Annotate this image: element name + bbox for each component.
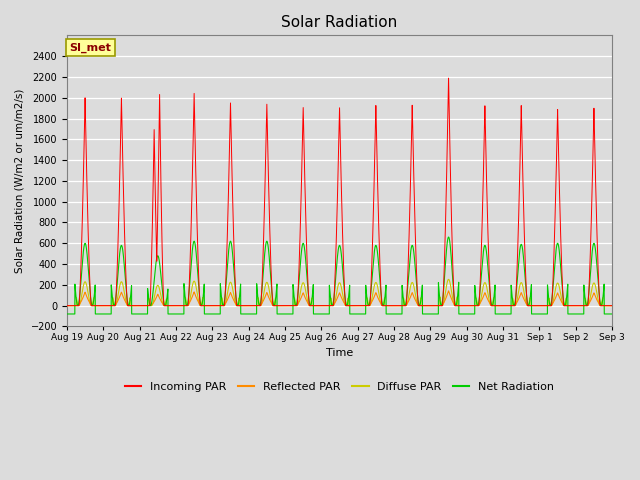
Text: SI_met: SI_met	[70, 43, 111, 53]
Title: Solar Radiation: Solar Radiation	[282, 15, 397, 30]
Y-axis label: Solar Radiation (W/m2 or um/m2/s): Solar Radiation (W/m2 or um/m2/s)	[15, 89, 25, 273]
X-axis label: Time: Time	[326, 348, 353, 358]
Legend: Incoming PAR, Reflected PAR, Diffuse PAR, Net Radiation: Incoming PAR, Reflected PAR, Diffuse PAR…	[120, 378, 559, 396]
